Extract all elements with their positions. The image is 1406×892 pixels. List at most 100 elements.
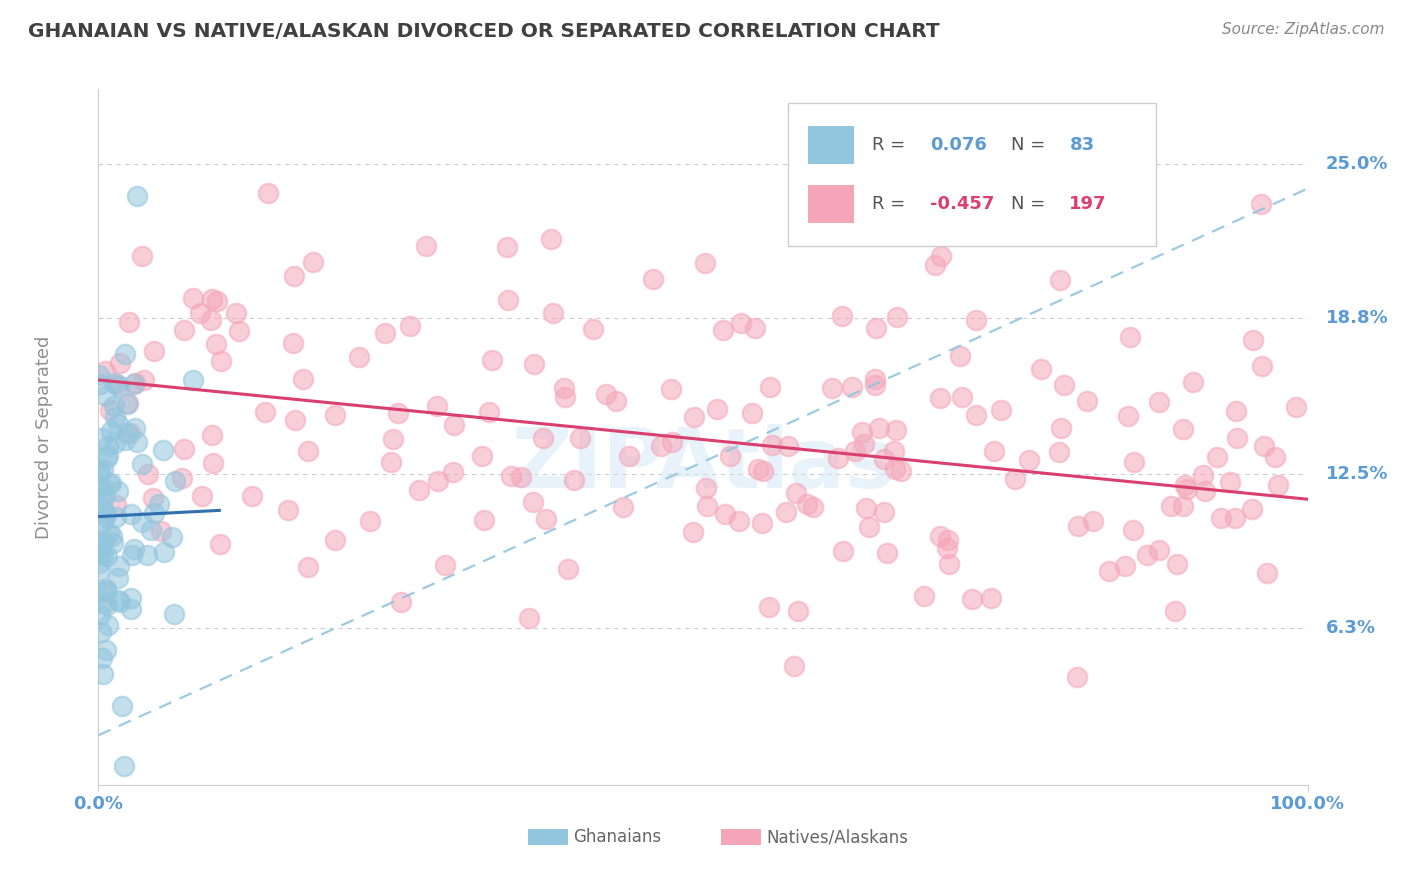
Natives/Alaskans: [201, 456, 224, 470]
Ghanaians: [112, 759, 135, 773]
Ghanaians: [108, 559, 131, 574]
Natives/Alaskans: [472, 513, 495, 527]
Natives/Alaskans: [292, 372, 315, 386]
Natives/Alaskans: [1194, 483, 1216, 498]
Ghanaians: [122, 377, 145, 392]
Text: N =: N =: [1011, 195, 1052, 213]
Ghanaians: [131, 457, 153, 471]
Ghanaians: [90, 547, 112, 561]
Natives/Alaskans: [205, 337, 228, 351]
Natives/Alaskans: [1098, 564, 1121, 578]
Ghanaians: [120, 591, 142, 606]
Ghanaians: [94, 582, 117, 597]
Text: Divorced or Separated: Divorced or Separated: [35, 335, 53, 539]
Natives/Alaskans: [433, 558, 456, 572]
Natives/Alaskans: [619, 449, 641, 463]
FancyBboxPatch shape: [787, 103, 1157, 245]
Ghanaians: [103, 400, 125, 414]
Ghanaians: [89, 464, 111, 478]
Natives/Alaskans: [1122, 524, 1144, 538]
Natives/Alaskans: [883, 462, 905, 476]
Natives/Alaskans: [858, 519, 880, 533]
Ghanaians: [89, 539, 111, 553]
Natives/Alaskans: [415, 239, 437, 253]
Natives/Alaskans: [801, 500, 824, 514]
Natives/Alaskans: [132, 373, 155, 387]
Natives/Alaskans: [827, 451, 849, 466]
Natives/Alaskans: [426, 475, 449, 489]
Natives/Alaskans: [785, 486, 807, 500]
Natives/Alaskans: [496, 240, 519, 254]
Ghanaians: [163, 474, 186, 488]
Text: 12.5%: 12.5%: [1326, 466, 1388, 483]
Text: Natives/Alaskans: Natives/Alaskans: [766, 828, 908, 847]
Natives/Alaskans: [776, 439, 799, 453]
Text: Source: ZipAtlas.com: Source: ZipAtlas.com: [1222, 22, 1385, 37]
Ghanaians: [91, 462, 114, 476]
Natives/Alaskans: [553, 381, 575, 395]
FancyBboxPatch shape: [527, 830, 568, 845]
Ghanaians: [97, 439, 120, 453]
Natives/Alaskans: [706, 401, 728, 416]
Natives/Alaskans: [554, 390, 576, 404]
Natives/Alaskans: [1018, 453, 1040, 467]
Natives/Alaskans: [389, 595, 412, 609]
Ghanaians: [90, 537, 112, 551]
Natives/Alaskans: [936, 541, 959, 556]
Natives/Alaskans: [1191, 467, 1213, 482]
Natives/Alaskans: [1225, 404, 1247, 418]
FancyBboxPatch shape: [808, 185, 855, 223]
Natives/Alaskans: [659, 382, 682, 396]
Natives/Alaskans: [190, 489, 212, 503]
Natives/Alaskans: [1066, 670, 1088, 684]
Ghanaians: [93, 596, 115, 610]
Natives/Alaskans: [693, 255, 716, 269]
Natives/Alaskans: [605, 393, 627, 408]
Ghanaians: [94, 583, 117, 598]
Natives/Alaskans: [1209, 511, 1232, 525]
Natives/Alaskans: [225, 306, 247, 320]
Natives/Alaskans: [863, 378, 886, 392]
Natives/Alaskans: [240, 489, 263, 503]
Ghanaians: [97, 525, 120, 540]
Natives/Alaskans: [1067, 519, 1090, 533]
Text: R =: R =: [872, 136, 911, 153]
Ghanaians: [89, 564, 111, 578]
Ghanaians: [114, 433, 136, 447]
Natives/Alaskans: [929, 249, 952, 263]
Natives/Alaskans: [173, 442, 195, 457]
Ghanaians: [148, 497, 170, 511]
Natives/Alaskans: [948, 349, 970, 363]
Natives/Alaskans: [93, 364, 115, 378]
Ghanaians: [115, 397, 138, 411]
Natives/Alaskans: [744, 320, 766, 334]
Natives/Alaskans: [952, 391, 974, 405]
Ghanaians: [96, 549, 118, 563]
Natives/Alaskans: [1049, 444, 1071, 458]
Natives/Alaskans: [534, 512, 557, 526]
Ghanaians: [115, 425, 138, 440]
Natives/Alaskans: [868, 420, 890, 434]
Natives/Alaskans: [727, 515, 749, 529]
Natives/Alaskans: [522, 495, 544, 509]
Natives/Alaskans: [201, 292, 224, 306]
Natives/Alaskans: [696, 499, 718, 513]
Ghanaians: [98, 477, 121, 491]
Natives/Alaskans: [256, 186, 278, 201]
Ghanaians: [87, 556, 110, 570]
Natives/Alaskans: [786, 604, 808, 618]
Ghanaians: [160, 530, 183, 544]
Natives/Alaskans: [499, 469, 522, 483]
Natives/Alaskans: [569, 431, 592, 445]
Natives/Alaskans: [509, 470, 531, 484]
Natives/Alaskans: [1160, 500, 1182, 514]
Ghanaians: [94, 508, 117, 522]
Natives/Alaskans: [1049, 421, 1071, 435]
Natives/Alaskans: [1284, 401, 1306, 415]
Ghanaians: [89, 544, 111, 558]
Natives/Alaskans: [938, 557, 960, 571]
Natives/Alaskans: [886, 423, 908, 437]
Natives/Alaskans: [582, 322, 605, 336]
Natives/Alaskans: [110, 356, 132, 370]
Ghanaians: [91, 431, 114, 445]
